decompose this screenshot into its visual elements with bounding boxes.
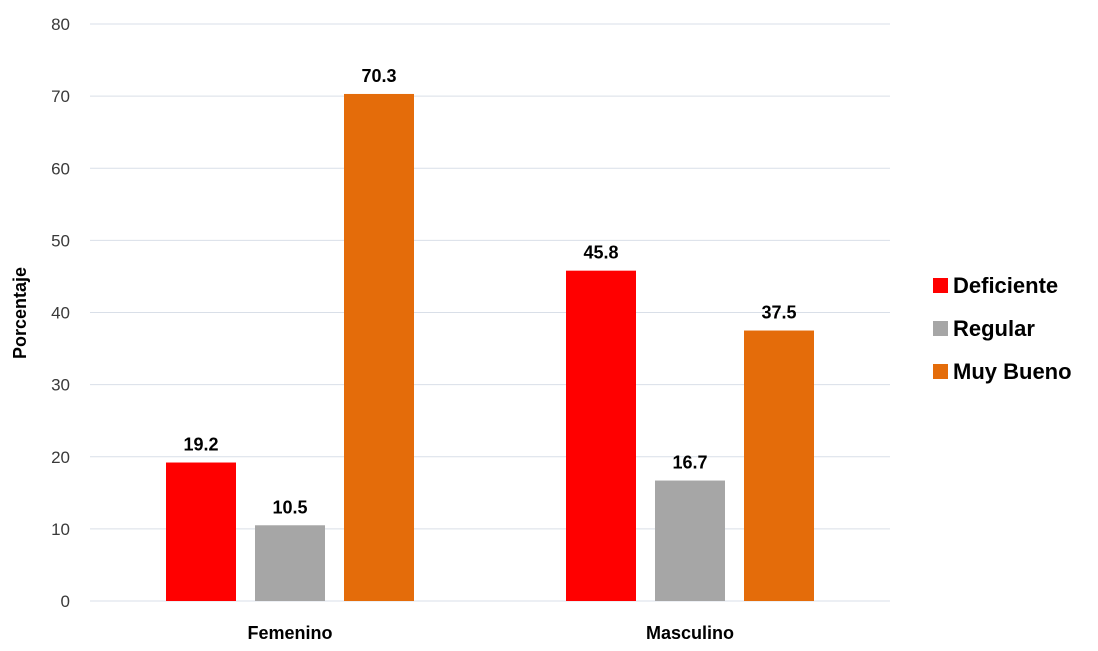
data-labels: 19.2 10.5 70.3 45.8 16.7 37.5 bbox=[183, 66, 796, 517]
legend-swatch-deficiente bbox=[933, 278, 948, 293]
legend-label-regular: Regular bbox=[953, 316, 1035, 341]
legend-label-deficiente: Deficiente bbox=[953, 273, 1058, 298]
bar-femenino-regular bbox=[255, 525, 325, 601]
y-tick-label-0: 0 bbox=[61, 592, 70, 611]
y-axis-ticks: 0 10 20 30 40 50 60 70 80 bbox=[51, 15, 70, 611]
y-tick-label-50: 50 bbox=[51, 231, 70, 250]
legend-swatch-muy-bueno bbox=[933, 364, 948, 379]
x-category-label-femenino: Femenino bbox=[247, 623, 332, 643]
y-tick-label-10: 10 bbox=[51, 520, 70, 539]
bar-masculino-regular bbox=[655, 480, 725, 601]
legend: Deficiente Regular Muy Bueno bbox=[933, 273, 1072, 384]
y-tick-label-70: 70 bbox=[51, 87, 70, 106]
legend-label-muy-bueno: Muy Bueno bbox=[953, 359, 1072, 384]
x-category-label-masculino: Masculino bbox=[646, 623, 734, 643]
y-tick-label-30: 30 bbox=[51, 376, 70, 395]
data-label-femenino-deficiente: 19.2 bbox=[183, 435, 218, 455]
y-tick-label-20: 20 bbox=[51, 448, 70, 467]
bar-masculino-deficiente bbox=[566, 270, 636, 601]
bar-masculino-muy-bueno bbox=[744, 330, 814, 601]
legend-item-muy-bueno: Muy Bueno bbox=[933, 359, 1072, 384]
y-tick-label-60: 60 bbox=[51, 159, 70, 178]
data-label-masculino-deficiente: 45.8 bbox=[583, 243, 618, 263]
bar-femenino-deficiente bbox=[166, 462, 236, 601]
x-axis-categories: Femenino Masculino bbox=[247, 623, 734, 643]
data-label-masculino-muy-bueno: 37.5 bbox=[761, 303, 796, 323]
y-tick-label-40: 40 bbox=[51, 304, 70, 323]
bars bbox=[166, 93, 814, 602]
data-label-femenino-muy-bueno: 70.3 bbox=[361, 66, 396, 86]
legend-item-regular: Regular bbox=[933, 316, 1035, 341]
legend-item-deficiente: Deficiente bbox=[933, 273, 1058, 298]
data-label-femenino-regular: 10.5 bbox=[272, 497, 307, 517]
y-axis-title: Porcentaje bbox=[10, 267, 30, 359]
bar-femenino-muy-bueno bbox=[344, 93, 414, 602]
legend-swatch-regular bbox=[933, 321, 948, 336]
y-tick-label-80: 80 bbox=[51, 15, 70, 34]
data-label-masculino-regular: 16.7 bbox=[672, 453, 707, 473]
